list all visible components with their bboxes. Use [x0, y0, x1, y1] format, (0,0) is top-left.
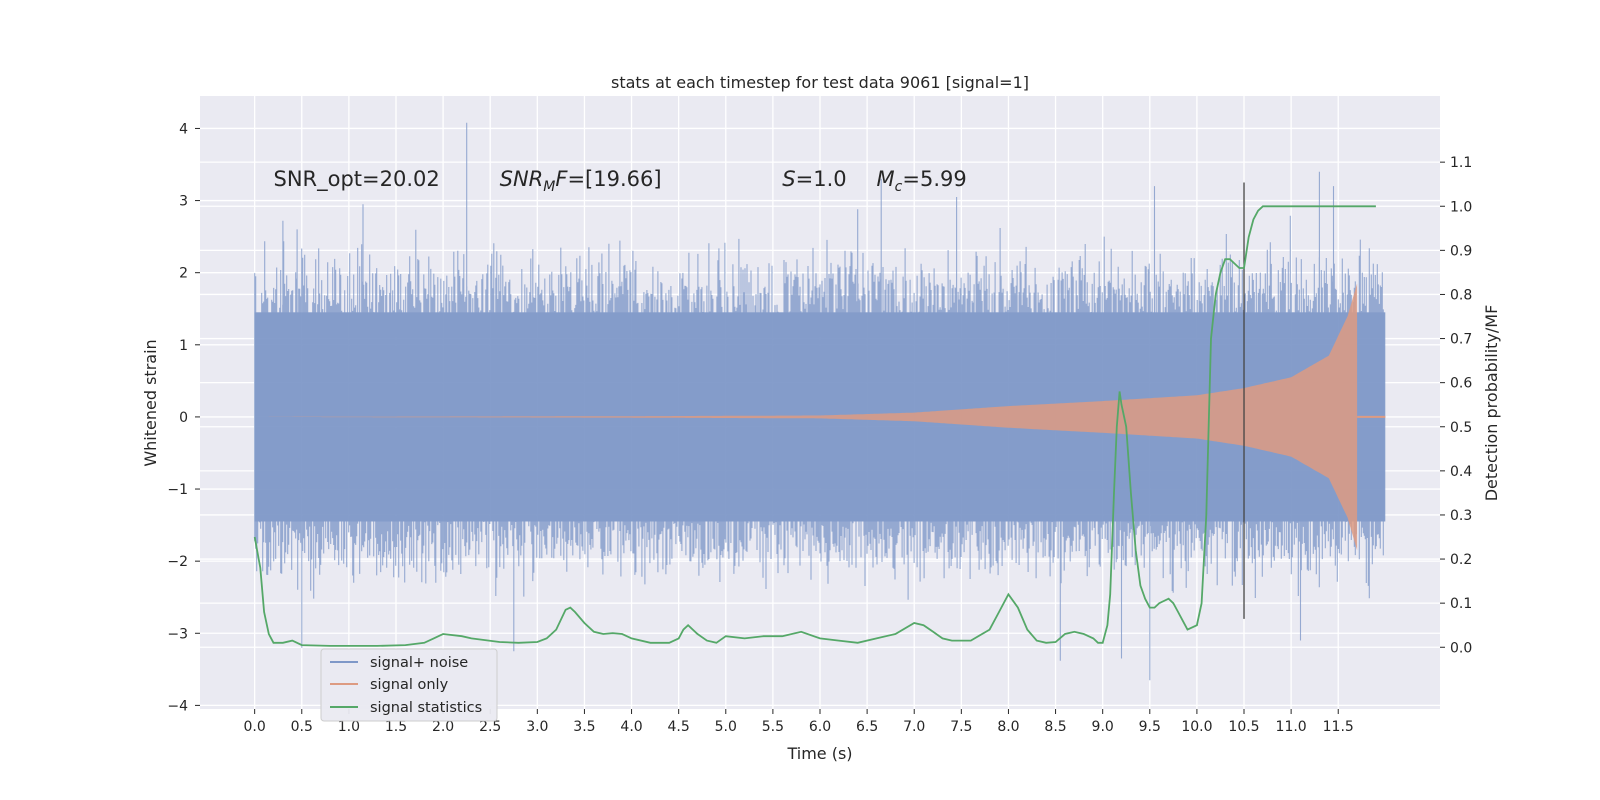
annotation-text: SNR_opt=20.02	[273, 167, 439, 192]
x-tick-label: 5.0	[715, 719, 737, 735]
x-tick-label: 11.5	[1323, 719, 1354, 735]
x-tick-label: 5.5	[762, 719, 784, 735]
y2-tick-label: 0.5	[1450, 420, 1472, 436]
x-tick-label: 9.0	[1092, 719, 1114, 735]
annotation-text: S=1.0	[782, 167, 846, 191]
y2-axis-label: Detection probability/MF	[1482, 305, 1501, 502]
y2-tick-label: 0.6	[1450, 376, 1472, 392]
legend-box	[320, 648, 498, 722]
y2-tick-label: 0.4	[1450, 464, 1472, 480]
x-axis-label: Time (s)	[786, 744, 852, 763]
x-tick-label: 8.0	[997, 719, 1019, 735]
x-tick-label: 2.0	[432, 719, 454, 735]
y2-tick-label: 1.1	[1450, 155, 1472, 171]
x-tick-label: 4.5	[668, 719, 690, 735]
axes: 0.0 0.5 1.0 1.5 2.0 2.5 3.0 3.5 4.0 4.5 5.0 5.5 6.0 6…	[167, 121, 1472, 735]
y2-tick-label: 0.2	[1450, 552, 1472, 568]
y-tick-label: 4	[179, 121, 188, 137]
series-signal-statistics	[253, 205, 1376, 647]
annotation-text: Mc=5.99	[877, 167, 967, 195]
x-tick-label: 3.5	[573, 719, 595, 735]
x-tick-label: 0.5	[291, 719, 313, 735]
y2-tick-label: 1.0	[1450, 199, 1472, 215]
legend-label-signal-statistics: signal statistics	[370, 700, 482, 716]
y-tick-label: −3	[167, 626, 188, 642]
y2-tick-label: 0.1	[1450, 596, 1472, 612]
y-tick-label: −4	[167, 698, 188, 714]
y-tick-label: 0	[179, 410, 188, 426]
chart-title: stats at each timestep for test data 906…	[611, 73, 1029, 92]
x-tick-label: 6.5	[856, 719, 878, 735]
x-tick-label: 7.0	[903, 719, 925, 735]
x-tick-label: 1.5	[385, 719, 407, 735]
x-tick-label: 7.5	[950, 719, 972, 735]
x-tick-label: 1.0	[338, 719, 360, 735]
x-tick-label: 9.5	[1139, 719, 1161, 735]
x-tick-label: 10.5	[1228, 719, 1259, 735]
chirp-envelope	[254, 283, 1358, 551]
x-tick-label: 11.0	[1276, 719, 1307, 735]
annotations: SNR_opt=20.02 SNRMF=[19.66] S=1.0 Mc=5.99	[273, 167, 966, 195]
y2-tick-label: 0.7	[1450, 332, 1472, 348]
y-tick-label: −1	[167, 482, 188, 498]
x-tick-label: 4.0	[620, 719, 642, 735]
x-tick-label: 10.0	[1181, 719, 1212, 735]
x-tick-label: 3.0	[526, 719, 548, 735]
y2-tick-label: 0.0	[1450, 640, 1472, 656]
y2-tick-label: 0.8	[1450, 287, 1472, 303]
x-tick-label: 8.5	[1044, 719, 1066, 735]
y2-tick-label: 0.3	[1450, 508, 1472, 524]
y-tick-label: −2	[167, 554, 188, 570]
y-axis-label: Whitened strain	[141, 339, 160, 466]
y-tick-label: 3	[179, 194, 188, 210]
x-tick-label: 2.5	[479, 719, 501, 735]
annotation-text: SNRMF=[19.66]	[500, 167, 662, 195]
legend-label-signal-noise: signal+ noise	[370, 655, 468, 671]
y2-tick-label: 0.9	[1450, 243, 1472, 259]
statistics-line	[253, 205, 1376, 647]
legend: signal+ noise signal only signal statist…	[320, 648, 498, 722]
x-tick-label: 6.0	[809, 719, 831, 735]
x-tick-label: 0.0	[244, 719, 266, 735]
legend-label-signal-only: signal only	[370, 677, 449, 693]
series-signal-only	[254, 283, 1386, 551]
y-tick-label: 1	[179, 338, 188, 354]
y-tick-label: 2	[179, 266, 188, 282]
